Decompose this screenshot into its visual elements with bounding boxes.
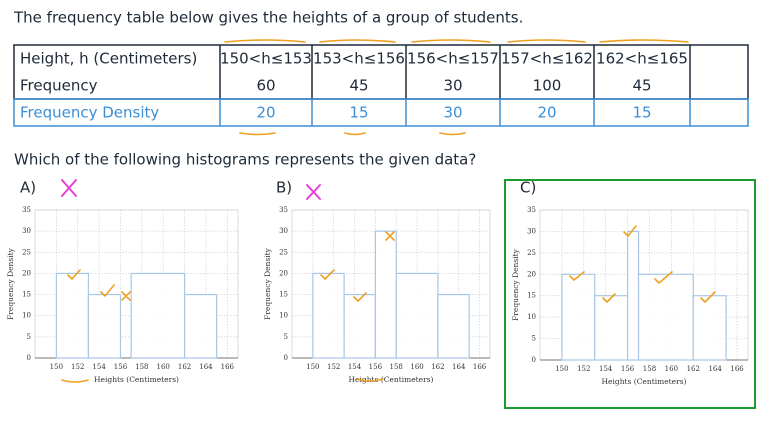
y-tick-label: 5 bbox=[532, 335, 536, 343]
y-tick-label: 10 bbox=[22, 312, 31, 320]
table-cell: 45 bbox=[632, 77, 651, 95]
y-tick-label: 5 bbox=[284, 333, 288, 341]
table-cell: 30 bbox=[443, 104, 462, 122]
y-tick-label: 30 bbox=[527, 227, 536, 235]
x-tick-label: 166 bbox=[473, 363, 487, 371]
table-header-cell: Height, h (Centimeters) bbox=[20, 50, 197, 68]
x-tick-label: 158 bbox=[390, 363, 403, 371]
y-axis-label: Frequency Density bbox=[263, 247, 272, 319]
histogram-bar bbox=[395, 272, 439, 359]
histogram-bar bbox=[437, 293, 470, 359]
x-axis-label: Heights (Centimeters) bbox=[94, 375, 179, 384]
table-cell: 20 bbox=[256, 104, 275, 122]
histogram-bar bbox=[626, 230, 640, 361]
histogram-bar bbox=[692, 295, 727, 361]
x-tick-label: 150 bbox=[306, 363, 319, 371]
x-tick-label: 160 bbox=[665, 365, 678, 373]
x-tick-label: 152 bbox=[327, 363, 340, 371]
histogram-bar bbox=[55, 272, 90, 359]
y-tick-label: 35 bbox=[279, 206, 288, 214]
x-tick-label: 160 bbox=[410, 363, 423, 371]
title: The frequency table below gives the heig… bbox=[13, 9, 523, 27]
histogram-bar bbox=[594, 295, 629, 361]
x-tick-label: 162 bbox=[687, 365, 700, 373]
table-header-cell: 150<h≤153 bbox=[220, 50, 312, 68]
histogram-bar bbox=[343, 293, 376, 359]
y-tick-label: 5 bbox=[27, 333, 31, 341]
table-cell: 15 bbox=[349, 104, 368, 122]
x-tick-label: 156 bbox=[369, 363, 383, 371]
table-header-cell: 157<h≤162 bbox=[501, 50, 593, 68]
answer-highlight bbox=[504, 179, 756, 409]
histogram-bar bbox=[183, 293, 218, 359]
x-tick-label: 154 bbox=[599, 365, 613, 373]
y-tick-label: 0 bbox=[532, 356, 536, 364]
x-tick-label: 156 bbox=[114, 363, 128, 371]
x-tick-label: 166 bbox=[730, 365, 744, 373]
x-tick-label: 150 bbox=[555, 365, 568, 373]
x-tick-label: 158 bbox=[643, 365, 656, 373]
y-axis-label: Frequency Density bbox=[511, 248, 520, 320]
y-tick-label: 0 bbox=[284, 354, 288, 362]
x-tick-label: 154 bbox=[348, 363, 362, 371]
table-cell: 30 bbox=[443, 77, 462, 95]
y-tick-label: 25 bbox=[22, 248, 31, 256]
option-label: B) bbox=[276, 179, 292, 197]
y-tick-label: 30 bbox=[279, 227, 288, 235]
table-cell: 100 bbox=[533, 77, 562, 95]
table-cell: 45 bbox=[349, 77, 368, 95]
x-tick-label: 164 bbox=[199, 363, 213, 371]
table-cell: Frequency bbox=[20, 77, 98, 95]
y-tick-label: 25 bbox=[279, 248, 288, 256]
y-tick-label: 15 bbox=[527, 292, 536, 300]
y-axis-label: Frequency Density bbox=[6, 247, 15, 319]
y-tick-label: 10 bbox=[279, 312, 288, 320]
x-axis-label: Heights (Centimeters) bbox=[602, 377, 687, 386]
x-tick-label: 162 bbox=[178, 363, 191, 371]
y-tick-label: 25 bbox=[527, 249, 536, 257]
table-cell: 15 bbox=[632, 104, 651, 122]
x-tick-label: 154 bbox=[92, 363, 106, 371]
table-cell: Frequency Density bbox=[20, 104, 159, 122]
x-tick-label: 164 bbox=[452, 363, 466, 371]
y-tick-label: 35 bbox=[527, 206, 536, 214]
option-label: C) bbox=[520, 179, 536, 197]
histogram-bar bbox=[130, 272, 186, 359]
x-tick-label: 150 bbox=[50, 363, 63, 371]
y-tick-label: 15 bbox=[22, 291, 31, 299]
x-tick-label: 162 bbox=[431, 363, 444, 371]
x-tick-label: 164 bbox=[708, 365, 722, 373]
x-tick-label: 156 bbox=[621, 365, 635, 373]
x-tick-label: 166 bbox=[221, 363, 235, 371]
y-tick-label: 20 bbox=[279, 269, 288, 277]
y-tick-label: 30 bbox=[22, 227, 31, 235]
table-header-cell: 156<h≤157 bbox=[407, 50, 499, 68]
histogram-bar bbox=[637, 273, 694, 361]
table-row-frame bbox=[13, 98, 749, 127]
y-tick-label: 20 bbox=[22, 269, 31, 277]
x-axis-label: Heights (Centimeters) bbox=[349, 375, 434, 384]
annotations bbox=[61, 39, 716, 383]
histogram-bar bbox=[374, 230, 397, 359]
table-header-cell: 153<h≤156 bbox=[313, 50, 405, 68]
x-tick-label: 152 bbox=[577, 365, 590, 373]
x-tick-label: 152 bbox=[71, 363, 84, 371]
y-tick-label: 0 bbox=[27, 354, 31, 362]
y-tick-label: 15 bbox=[279, 291, 288, 299]
table-header-cell: 162<h≤165 bbox=[596, 50, 688, 68]
table-cell: 60 bbox=[256, 77, 275, 95]
histogram-bar bbox=[312, 272, 345, 359]
histogram-bar bbox=[561, 273, 596, 361]
histogram-bar bbox=[87, 293, 122, 359]
table-cell: 20 bbox=[537, 104, 556, 122]
x-tick-label: 158 bbox=[135, 363, 148, 371]
y-tick-label: 35 bbox=[22, 206, 31, 214]
question: Which of the following histograms repres… bbox=[14, 151, 476, 169]
y-tick-label: 20 bbox=[527, 270, 536, 278]
x-tick-label: 160 bbox=[157, 363, 170, 371]
y-tick-label: 10 bbox=[527, 313, 536, 321]
option-label: A) bbox=[20, 179, 36, 197]
